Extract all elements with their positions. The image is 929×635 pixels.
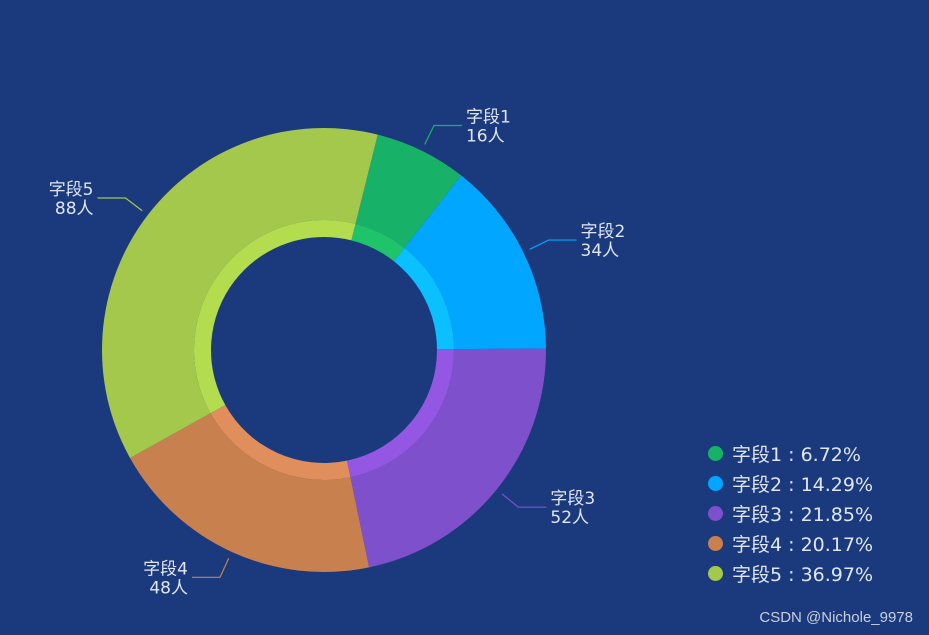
legend: 字段1 : 6.72% 字段2 : 14.29% 字段3 : 21.85% 字段4 :… bbox=[708, 438, 873, 588]
legend-text: 字段2 : 14.29% bbox=[732, 473, 874, 496]
slice-1-label-value: 16人 bbox=[466, 126, 505, 146]
legend-item-4[interactable]: 字段4 : 20.17% bbox=[708, 528, 873, 558]
slice-4-leader-line bbox=[191, 557, 230, 578]
slice-3[interactable] bbox=[350, 348, 546, 568]
slice-4-inner-ring bbox=[210, 404, 351, 480]
slice-5[interactable] bbox=[102, 127, 378, 458]
slice-5-label-name: 字段5 bbox=[49, 180, 94, 200]
slice-5-leader-line bbox=[97, 197, 143, 212]
slice-2-label-name: 字段2 bbox=[581, 222, 626, 242]
slice-1[interactable] bbox=[355, 134, 462, 248]
legend-text: 字段3 : 21.85% bbox=[732, 503, 874, 526]
slice-4-label-name: 字段4 bbox=[143, 559, 188, 579]
slice-1-leader-line bbox=[424, 124, 462, 145]
slice-4[interactable] bbox=[130, 413, 370, 572]
slice-3-label-value: 52人 bbox=[550, 508, 589, 528]
slice-1-inner-ring bbox=[351, 223, 405, 262]
slice-5-label-value: 88人 bbox=[55, 199, 94, 219]
legend-item-2[interactable]: 字段2 : 14.29% bbox=[708, 468, 873, 498]
watermark: CSDN @Nichole_9978 bbox=[759, 609, 913, 626]
legend-text: 字段5 : 36.97% bbox=[732, 563, 874, 586]
slice-3-leader-line bbox=[501, 493, 547, 508]
legend-text: 字段4 : 20.17% bbox=[732, 533, 874, 556]
slice-3-label-name: 字段3 bbox=[550, 489, 595, 509]
legend-item-5[interactable]: 字段5 : 36.97% bbox=[708, 558, 873, 588]
legend-dot-icon bbox=[708, 475, 723, 491]
slice-1-label-name: 字段1 bbox=[466, 107, 511, 127]
label-lines bbox=[97, 124, 577, 578]
legend-text: 字段1 : 6.72% bbox=[732, 443, 861, 466]
legend-dot-icon bbox=[708, 505, 723, 521]
slice-2[interactable] bbox=[404, 175, 546, 350]
slice-3-inner-ring bbox=[346, 349, 454, 478]
outer-ring bbox=[102, 127, 546, 572]
slice-2-label-value: 34人 bbox=[581, 241, 620, 261]
slice-2-leader-line bbox=[529, 239, 577, 250]
legend-dot-icon bbox=[708, 565, 723, 581]
slice-2-inner-ring bbox=[393, 247, 454, 350]
legend-dot-icon bbox=[708, 445, 723, 461]
slice-4-label-value: 48人 bbox=[149, 578, 188, 598]
legend-item-1[interactable]: 字段1 : 6.72% bbox=[708, 438, 873, 468]
legend-dot-icon bbox=[708, 535, 723, 551]
slice-5-inner-ring bbox=[193, 219, 356, 414]
legend-item-3[interactable]: 字段3 : 21.85% bbox=[708, 498, 873, 528]
inner-ring bbox=[193, 219, 454, 480]
